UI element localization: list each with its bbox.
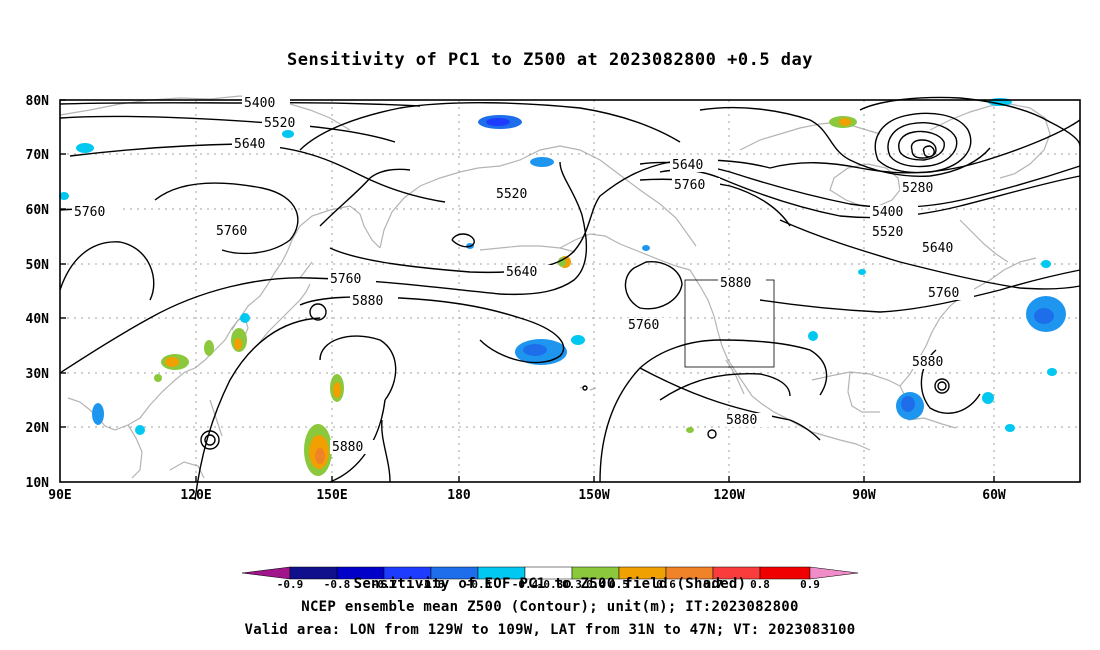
footer-valid-area: Valid area: LON from 129W to 109W, LAT f… [244,622,856,638]
colorbar-cell [809,566,859,580]
contour-label: 5880 [912,355,943,370]
colorbar-label: 0.8 [750,578,770,591]
contour-label: 5880 [332,440,363,455]
colorbar-label: -0.4 [512,578,539,591]
contour-label: 5640 [922,241,953,256]
contour-label: 5880 [720,276,751,291]
lat-label: 70N [26,148,50,163]
contour-label: 5640 [506,265,537,280]
contour-label: 5760 [216,224,247,239]
lon-label: 120W [713,488,744,503]
footer-shading-caption: Sensitivity of EOF PC1 to Z500 field (Sh… [353,576,747,592]
contour-label: 5880 [352,294,383,309]
colorbar [241,566,859,580]
colorbar-label: 0.9 [800,578,820,591]
map-frame [59,99,1081,483]
colorbar-label: -0.7 [371,578,398,591]
colorbar-label: 0.3 [562,578,582,591]
contour-label: 5400 [872,205,903,220]
sensitivity-shading [59,98,1066,476]
lon-label: 60W [982,488,1006,503]
colorbar-label: 0.5 [609,578,629,591]
lon-label: 150W [578,488,609,503]
lon-label: 150E [316,488,347,503]
contour-label: 5640 [234,137,265,152]
lat-label: 60N [26,203,50,218]
gridlines [60,100,1080,482]
lon-label: 90E [48,488,71,503]
contour-label: 5880 [726,413,757,428]
lon-label: 120E [180,488,211,503]
lat-label: 40N [26,312,50,327]
lat-label: 10N [26,476,50,491]
lon-label: 180 [447,488,471,503]
contour-label: 5760 [674,178,705,193]
colorbar-label: 0.7 [703,578,723,591]
colorbar-label: -0.9 [277,578,304,591]
colorbar-label: 0.6 [656,578,676,591]
tick-marks [60,99,995,482]
contour-label: 5640 [672,158,703,173]
contour-label: 5760 [330,272,361,287]
contour-label: 5520 [264,116,295,131]
contour-label: 5520 [872,225,903,240]
z500-contours [59,96,1081,501]
colorbar-label: 0.4 [586,578,606,591]
lat-label: 50N [26,258,50,273]
contour-label: 5400 [244,96,275,111]
colorbar-label: -0.5 [465,578,492,591]
lat-label: 80N [26,94,50,109]
contour-label: 5760 [928,286,959,301]
contour-label: 5280 [902,181,933,196]
contour-label: 5520 [496,187,527,202]
lat-label: 20N [26,421,50,436]
contour-label: 5760 [74,205,105,220]
chart-title: Sensitivity of PC1 to Z500 at 2023082800… [286,50,813,70]
lat-label: 30N [26,367,50,382]
footer-contour-caption: NCEP ensemble mean Z500 (Contour); unit(… [301,599,799,615]
colorbar-label: -0.6 [418,578,445,591]
contour-label: 5760 [628,318,659,333]
lon-label: 90W [852,488,876,503]
colorbar-label: -0.3 [537,578,564,591]
colorbar-label: -0.8 [324,578,351,591]
